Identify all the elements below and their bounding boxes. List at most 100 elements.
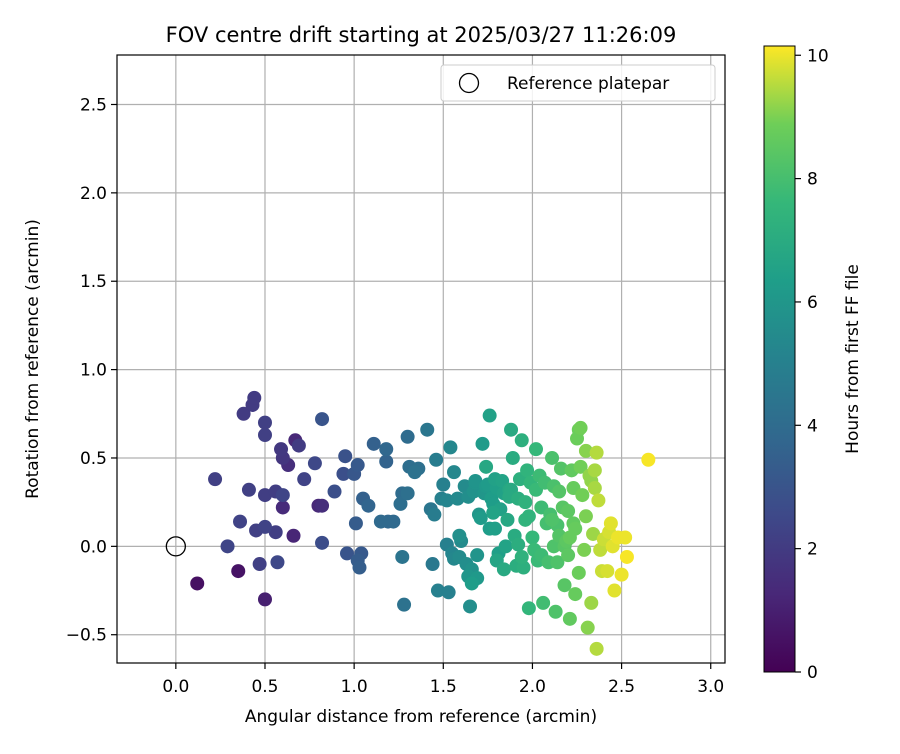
scatter-point: [439, 493, 454, 508]
scatter-point: [520, 463, 535, 478]
scatter-point: [607, 583, 622, 598]
scatter-point: [208, 472, 223, 487]
scatter-point: [441, 585, 456, 600]
scatter-point: [505, 450, 520, 465]
scatter-point: [577, 542, 592, 557]
colorbar-gradient: [763, 45, 796, 673]
x-axis-ticks: 0.0 0.5 1.0 1.5 2.0 2.5 3.0: [162, 663, 724, 697]
scatter-point: [297, 472, 312, 487]
scatter-point: [575, 488, 590, 503]
scatter-point: [348, 516, 363, 531]
scatter-point: [257, 488, 272, 503]
scatter-point: [430, 583, 445, 598]
scatter-point: [571, 565, 586, 580]
scatter-point: [190, 576, 205, 591]
scatter-point: [247, 390, 262, 405]
y-tick-label: 1.5: [80, 272, 107, 292]
scatter-point: [561, 504, 576, 518]
scatter-point: [236, 406, 251, 421]
colorbar-tick-label: 8: [807, 170, 818, 190]
plot-frame: [116, 54, 726, 664]
x-tick-label: 0.5: [251, 677, 278, 697]
scatter-point: [270, 555, 285, 570]
scatter-point: [514, 549, 529, 564]
scatter-point: [521, 509, 536, 524]
scatter-point: [548, 604, 563, 619]
x-tick-label: 1.0: [341, 677, 368, 697]
scatter-point: [568, 587, 583, 602]
scatter-point: [464, 576, 479, 591]
scatter-point: [463, 599, 478, 614]
scatter-point: [291, 438, 306, 453]
scatter-point: [473, 511, 488, 526]
scatter-point: [496, 562, 511, 577]
scatter-point: [450, 491, 465, 506]
scatter-point: [561, 548, 576, 563]
reference-point-circle: [165, 536, 186, 557]
scatter-point: [468, 473, 483, 488]
scatter-point: [350, 458, 365, 473]
scatter-point: [397, 597, 412, 612]
scatter-point: [587, 463, 602, 478]
colorbar-tick-label: 6: [807, 293, 818, 313]
scatter-point: [395, 549, 410, 564]
scatter-point: [482, 408, 497, 423]
x-tick-label: 2.5: [608, 677, 635, 697]
scatter-point: [557, 578, 572, 593]
chart-title: FOV centre drift starting at 2025/03/27 …: [166, 23, 677, 47]
colorbar: 0 2 4 6 8 10 Hours from first FF file: [763, 45, 863, 683]
scatter-point: [315, 498, 330, 513]
scatter-point: [591, 493, 606, 508]
scatter-point: [518, 495, 533, 510]
scatter-point: [521, 601, 536, 616]
y-tick-label: 1.0: [80, 361, 107, 381]
x-tick-label: 0.0: [162, 677, 189, 697]
scatter-point: [429, 452, 444, 467]
scatter-point: [366, 436, 381, 451]
scatter-point: [516, 560, 531, 575]
legend: Reference platepar: [440, 64, 716, 102]
scatter-point: [379, 454, 394, 469]
scatter-point: [479, 459, 494, 474]
scatter-point: [407, 465, 422, 480]
scatter-point: [529, 442, 544, 457]
y-tick-label: 0.0: [80, 537, 107, 557]
scatter-point: [400, 429, 415, 444]
scatter-point: [487, 521, 502, 536]
scatter-point: [257, 592, 272, 607]
scatter-point: [546, 539, 561, 554]
scatter-point: [338, 449, 353, 464]
legend-box: [440, 64, 716, 102]
scatter-point: [589, 641, 604, 656]
colorbar-label: Hours from first FF file: [843, 264, 863, 454]
y-tick-label: 2.0: [80, 184, 107, 204]
scatter-point: [220, 539, 235, 554]
scatter-point: [586, 526, 601, 541]
scatter-point: [275, 488, 290, 503]
legend-open-circle-icon: [458, 72, 480, 94]
scatter-point: [452, 528, 467, 543]
scatter-point: [252, 557, 267, 572]
scatter-point: [257, 428, 272, 442]
x-axis-label: Angular distance from reference (arcmin): [245, 707, 597, 727]
scatter-point: [500, 512, 515, 527]
scatter-point: [578, 443, 593, 458]
scatter-point: [268, 525, 283, 540]
x-tick-label: 3.0: [697, 677, 724, 697]
grid-lines: [117, 55, 725, 663]
scatter-point: [393, 496, 408, 511]
colorbar-tick-label: 2: [807, 540, 818, 560]
scatter-point: [231, 564, 246, 579]
scatter-point: [536, 595, 551, 610]
scatter-point: [233, 514, 248, 529]
scatter-point: [436, 477, 451, 492]
scatter-point: [400, 486, 415, 501]
scatter-point: [446, 465, 461, 480]
scatter-point: [352, 560, 367, 575]
scatter-point: [511, 537, 526, 552]
scatter-point: [486, 505, 501, 520]
scatter-point: [562, 611, 577, 626]
scatter-point: [614, 567, 629, 582]
